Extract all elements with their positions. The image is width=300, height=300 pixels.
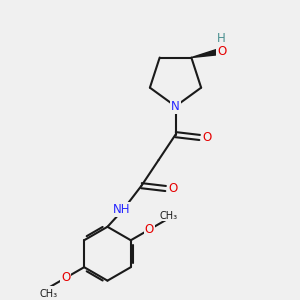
Text: O: O [61, 271, 70, 284]
Text: O: O [202, 131, 211, 144]
Text: H: H [217, 32, 226, 45]
Text: O: O [145, 223, 154, 236]
Text: O: O [217, 45, 226, 58]
Text: CH₃: CH₃ [40, 289, 58, 298]
Polygon shape [191, 49, 219, 58]
Text: N: N [171, 100, 180, 113]
Text: CH₃: CH₃ [160, 211, 178, 220]
Text: NH: NH [113, 203, 130, 216]
Text: O: O [168, 182, 177, 195]
